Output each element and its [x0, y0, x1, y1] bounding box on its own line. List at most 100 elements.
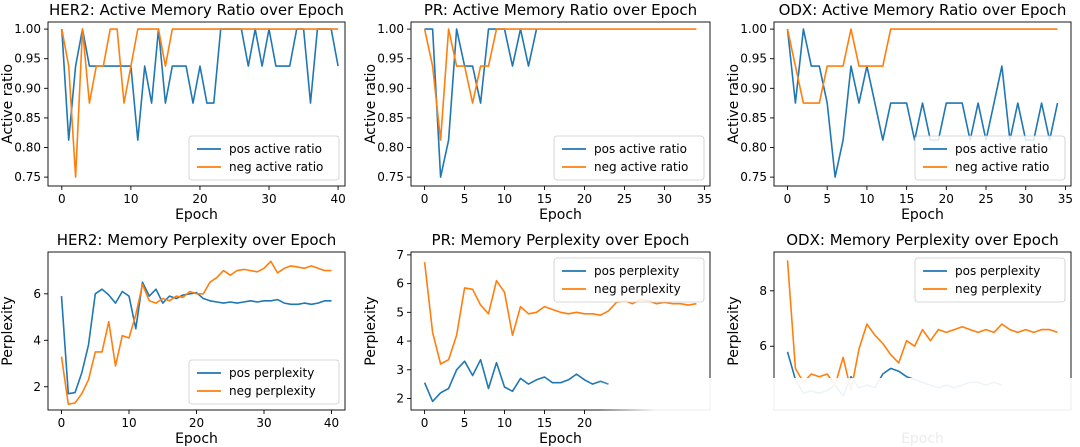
x-axis-label: Epoch: [175, 431, 218, 447]
x-axis-label: Epoch: [901, 431, 944, 447]
axes-frame: [410, 251, 711, 411]
series-line-neg: [423, 28, 697, 141]
y-tick-label: 0.75: [740, 170, 767, 184]
chart-title: PR: Memory Perplexity over Epoch: [432, 231, 690, 249]
legend-label-pos: pos active ratio: [594, 142, 687, 156]
x-axis-label: Epoch: [539, 207, 582, 223]
x-tick-label: 35: [697, 192, 712, 206]
panel-pr-perplexity: PR: Memory Perplexity over Epoch 0 5 10 15 20…: [363, 231, 711, 447]
y-tick-label: 0.85: [14, 111, 41, 125]
y-tick-label: 0.80: [377, 141, 404, 155]
y-tick-label: 0.90: [377, 81, 404, 95]
x-tick-label: 0: [421, 192, 429, 206]
series-group: [60, 260, 332, 406]
y-tick-label: 0.95: [14, 52, 41, 66]
legend-box: [914, 135, 1066, 181]
legend-label-pos: pos active ratio: [955, 142, 1048, 156]
y-axis-label: Perplexity: [726, 296, 742, 365]
y-tick-label: 7: [396, 248, 404, 262]
chart-title: ODX: Active Memory Ratio over Epoch: [779, 1, 1067, 19]
x-tick-label: 5: [461, 416, 469, 430]
y-axis-label: Perplexity: [363, 296, 379, 365]
y-tick-label: 4: [396, 334, 404, 348]
x-tick-label: 15: [537, 192, 552, 206]
legend: pos active ratio neg active ratio: [914, 135, 1066, 181]
legend-label-neg: neg active ratio: [229, 160, 323, 174]
panel-odx-active-ratio: ODX: Active Memory Ratio over Epoch 0 5 10 1…: [726, 1, 1073, 223]
legend-label-pos: pos perplexity: [955, 264, 1040, 278]
y-tick-label: 4: [33, 333, 41, 347]
y-axis-label: Perplexity: [0, 296, 16, 365]
x-tick-label: 0: [784, 192, 792, 206]
legend: pos perplexity neg perplexity: [188, 359, 340, 405]
legend: pos active ratio neg active ratio: [553, 135, 705, 181]
series-line-neg: [60, 260, 332, 406]
y-tick-label: 0.90: [740, 81, 767, 95]
x-tick-label: 10: [497, 192, 512, 206]
series-line-pos: [786, 28, 1059, 178]
x-tick-label: 0: [421, 416, 429, 430]
y-tick-label: 0.95: [377, 52, 404, 66]
x-tick-label: 25: [978, 192, 993, 206]
x-tick-label: 15: [899, 192, 914, 206]
series-line-pos: [423, 358, 609, 403]
y-tick-label: 0.80: [740, 141, 767, 155]
legend-box: [188, 359, 340, 405]
legend-label-neg: neg perplexity: [229, 384, 316, 398]
chart-title: PR: Active Memory Ratio over Epoch: [424, 1, 697, 19]
legend: pos perplexity neg perplexity: [914, 257, 1066, 303]
series-line-pos: [60, 281, 332, 395]
legend-label-pos: pos perplexity: [594, 264, 679, 278]
y-tick-label: 0.85: [740, 111, 767, 125]
legend-label-neg: neg perplexity: [955, 282, 1042, 296]
series-line-pos: [424, 28, 538, 178]
y-tick-label: 2: [33, 380, 41, 394]
series-line-pos: [61, 28, 339, 141]
y-tick-label: 6: [759, 339, 767, 353]
y-tick-label: 1.00: [377, 22, 404, 36]
chart-title: HER2: Active Memory Ratio over Epoch: [49, 1, 344, 19]
chart-title: HER2: Memory Perplexity over Epoch: [57, 231, 337, 249]
axes-frame: [773, 21, 1072, 187]
legend-box: [188, 135, 340, 181]
y-tick-label: 0.75: [377, 170, 404, 184]
panel-her2-perplexity: HER2: Memory Perplexity over Epoch 0 10 20 3…: [0, 231, 346, 447]
series-group: [423, 28, 697, 178]
x-tick-label: 10: [497, 416, 512, 430]
y-tick-label: 6: [33, 287, 41, 301]
series-group: [61, 28, 339, 178]
y-tick-label: 8: [759, 284, 767, 298]
x-axis-label: Epoch: [175, 207, 218, 223]
panel-her2-active-ratio: HER2: Active Memory Ratio over Epoch 0 10 2…: [0, 1, 346, 223]
series-line-neg: [786, 28, 1058, 104]
panel-pr-active-ratio: PR: Active Memory Ratio over Epoch 0 5 10 15…: [363, 1, 712, 223]
y-tick-label: 0.95: [740, 52, 767, 66]
x-tick-label: 10: [121, 416, 136, 430]
legend: pos active ratio neg active ratio: [188, 135, 340, 181]
y-axis-label: Active ratio: [363, 64, 379, 144]
x-tick-label: 40: [324, 416, 339, 430]
x-tick-label: 20: [577, 416, 592, 430]
y-tick-label: 5: [396, 305, 404, 319]
legend-box: [553, 257, 705, 303]
legend-label-pos: pos perplexity: [229, 366, 314, 380]
x-tick-label: 30: [1018, 192, 1033, 206]
y-tick-label: 0.80: [14, 141, 41, 155]
y-tick-label: 1.00: [740, 22, 767, 36]
series-line-neg: [61, 28, 339, 178]
y-tick-label: 0.75: [14, 170, 41, 184]
legend-label-pos: pos active ratio: [229, 142, 322, 156]
axes-frame: [47, 21, 346, 187]
x-axis-label: Epoch: [901, 207, 944, 223]
legend-label-neg: neg active ratio: [955, 160, 1049, 174]
legend-box: [914, 257, 1066, 303]
y-axis-label: Active ratio: [726, 64, 742, 144]
x-tick-label: 20: [189, 416, 204, 430]
y-tick-label: 1.00: [14, 22, 41, 36]
x-tick-label: 25: [617, 192, 632, 206]
y-axis-label: Active ratio: [0, 64, 16, 144]
y-tick-label: 2: [396, 392, 404, 406]
legend: pos perplexity neg perplexity: [553, 257, 705, 303]
x-tick-label: 20: [939, 192, 954, 206]
